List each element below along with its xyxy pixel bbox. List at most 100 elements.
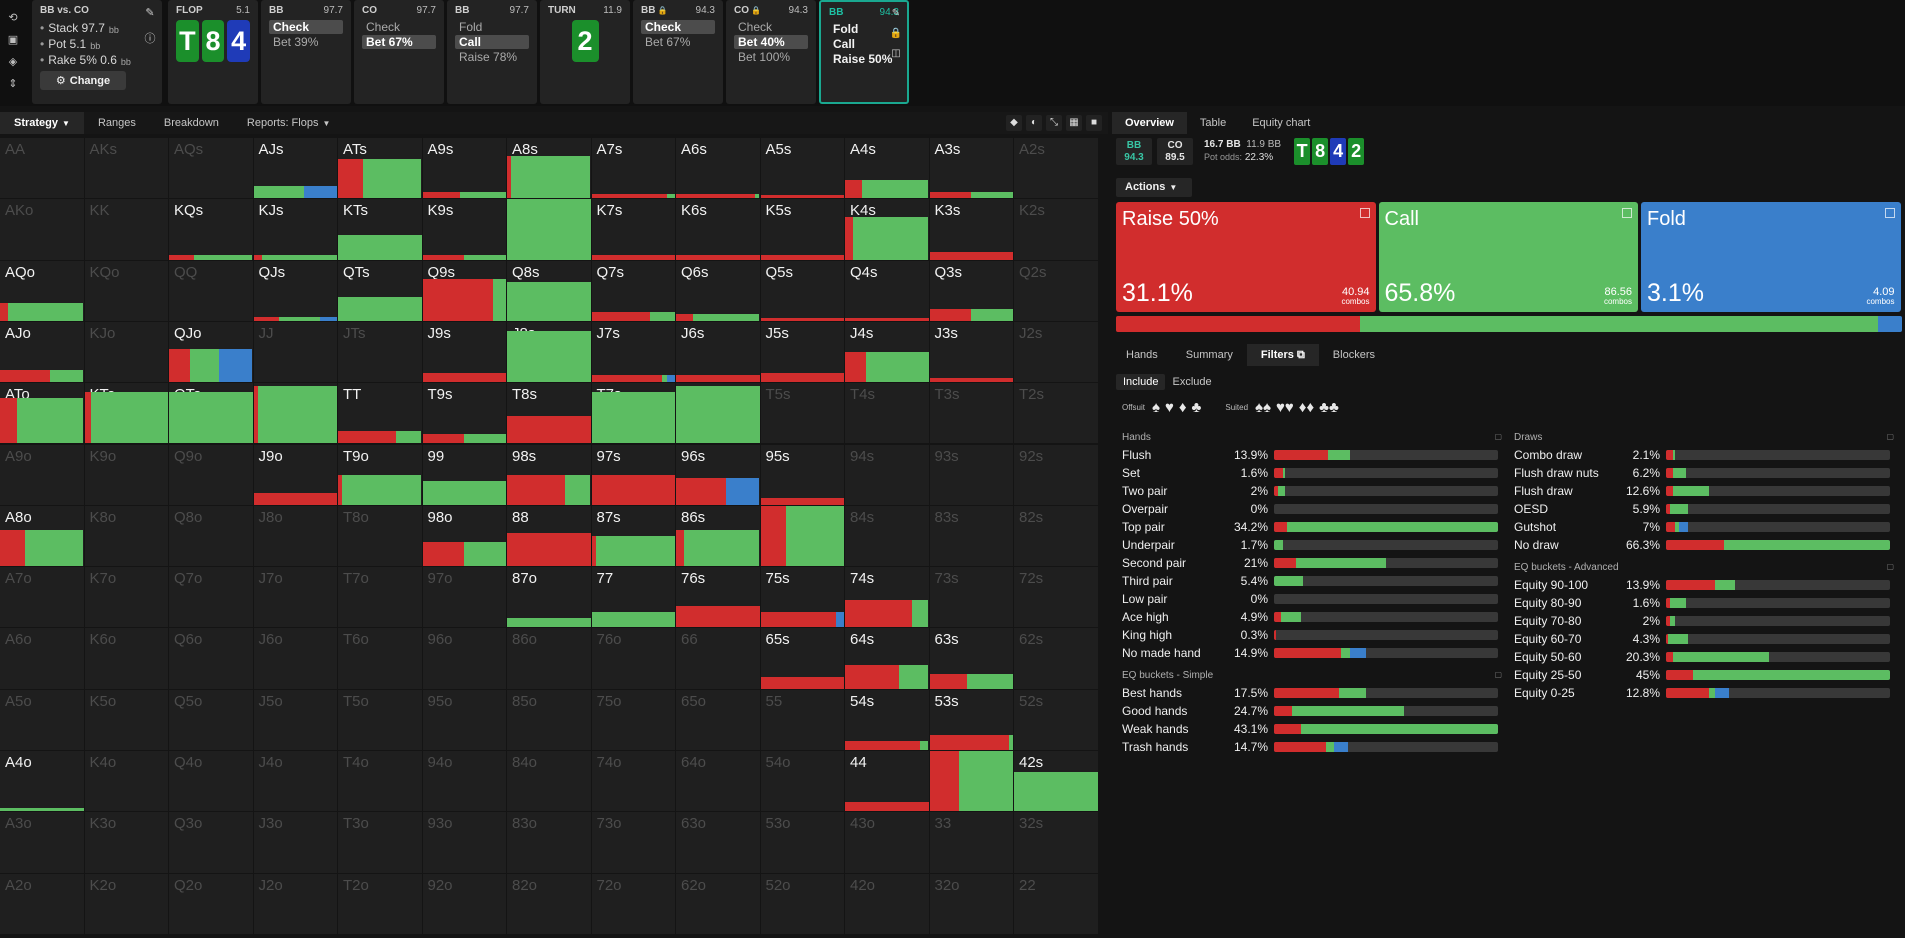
hand-cell-J9o[interactable]: J9o — [253, 444, 337, 505]
hand-cell-86o[interactable]: 86o — [507, 628, 591, 689]
hand-cell-Q2o[interactable]: Q2o — [169, 873, 253, 934]
hand-cell-Q7o[interactable]: Q7o — [169, 567, 253, 628]
hand-cell-64s[interactable]: 64s — [845, 628, 929, 689]
stat-row[interactable]: Flush 13.9% — [1122, 446, 1502, 464]
stat-row[interactable]: Good hands 24.7% — [1122, 702, 1502, 720]
tab-strategy[interactable]: Strategy ▼ — [0, 112, 84, 134]
hand-cell-64o[interactable]: 64o — [676, 751, 760, 812]
offsuit-diamond-icon[interactable]: ♦ — [1178, 399, 1187, 416]
hand-cell-T9o[interactable]: T9o — [338, 444, 422, 505]
offsuit-heart-icon[interactable]: ♥ — [1164, 399, 1174, 416]
action-option[interactable]: Check — [366, 20, 401, 34]
hand-cell-43s[interactable]: 43s — [929, 751, 1013, 812]
hand-cell-A4s[interactable]: A4s — [845, 138, 929, 199]
hand-cell-42o[interactable]: 42o — [845, 873, 929, 934]
stat-row[interactable]: Overpair 0% — [1122, 500, 1502, 518]
hand-cell-T4o[interactable]: T4o — [338, 751, 422, 812]
tab-breakdown[interactable]: Breakdown — [163, 117, 219, 129]
hand-cell-K7o[interactable]: K7o — [84, 567, 168, 628]
action-card-6[interactable]: CO 🔒 94.3 Check Bet 40% Bet 100% — [726, 0, 816, 104]
hand-cell-KTs[interactable]: KTs — [338, 199, 422, 260]
hand-cell-93o[interactable]: 93o — [422, 812, 506, 873]
hand-cell-AJs[interactable]: AJs — [253, 138, 337, 199]
hand-cell-33[interactable]: 33 — [929, 812, 1013, 873]
hand-cell-K4s[interactable]: K4s — [845, 199, 929, 260]
hand-cell-J6s[interactable]: J6s — [676, 321, 760, 383]
stat-row[interactable]: Ace high 4.9% — [1122, 608, 1502, 626]
action-card-raise-50-[interactable]: Raise 50% 31.1% 40.94 combos — [1116, 202, 1376, 312]
hand-cell-A8o[interactable]: A8o — [0, 505, 84, 567]
info-icon[interactable]: ⓘ — [144, 33, 156, 45]
stat-row[interactable]: OESD 5.9% — [1514, 500, 1894, 518]
action-option[interactable]: Bet 67% — [362, 35, 436, 49]
save-icon[interactable]: ▣ — [7, 33, 19, 46]
hand-cell-A5s[interactable]: A5s — [760, 138, 844, 199]
hand-cell-K3o[interactable]: K3o — [84, 812, 168, 873]
hand-cell-82s[interactable]: 82s — [1014, 505, 1098, 567]
expand-icon[interactable] — [1622, 208, 1632, 218]
hand-cell-TT[interactable]: TT — [338, 383, 422, 444]
hand-cell-T8s[interactable]: T8s — [507, 383, 591, 444]
hand-cell-AQs[interactable]: AQs — [169, 138, 253, 199]
hand-cell-J4s[interactable]: J4s — [845, 321, 929, 383]
action-option[interactable]: Raise 50% — [833, 52, 893, 66]
board-card-0[interactable]: FLOP 5.1 T 8 4 — [168, 0, 258, 104]
hand-cell-JJ[interactable]: JJ — [253, 321, 337, 383]
hand-cell-66[interactable]: 66 — [676, 628, 760, 689]
panel-toggle-icon[interactable]: ▢ — [1494, 432, 1502, 441]
lock-icon[interactable]: 🔒 — [889, 28, 903, 39]
tab-overview[interactable]: Overview — [1112, 112, 1187, 134]
stat-row[interactable]: Equity 80-90 1.6% — [1514, 594, 1894, 612]
hand-cell-83o[interactable]: 83o — [507, 812, 591, 873]
panel-toggle-icon[interactable]: ▢ — [1886, 432, 1894, 441]
stat-row[interactable]: Equity 25-50 45% — [1514, 666, 1894, 684]
hand-cell-76o[interactable]: 76o — [591, 628, 675, 689]
hand-cell-K7s[interactable]: K7s — [591, 199, 675, 260]
suited-diamond-icon[interactable]: ♦♦ — [1298, 399, 1315, 416]
hand-cell-97s[interactable]: 97s — [591, 444, 675, 505]
hand-cell-J2o[interactable]: J2o — [253, 873, 337, 934]
hand-cell-QJo[interactable]: QJo — [169, 321, 253, 383]
hand-cell-T7o[interactable]: T7o — [338, 567, 422, 628]
stat-row[interactable]: Equity 60-70 4.3% — [1514, 630, 1894, 648]
hand-cell-63s[interactable]: 63s — [929, 628, 1013, 689]
hand-cell-KJo[interactable]: KJo — [84, 321, 168, 383]
hand-cell-A6o[interactable]: A6o — [0, 628, 84, 689]
stat-row[interactable]: Equity 90-100 13.9% — [1514, 576, 1894, 594]
hand-cell-T6s[interactable]: T6s — [676, 383, 760, 444]
action-card-7[interactable]: BB 94.3 Fold Call Raise 50% ✎ 🔒 ◫ — [819, 0, 909, 104]
gamepad-icon[interactable]: ◈ — [8, 55, 18, 68]
hand-cell-A9o[interactable]: A9o — [0, 444, 84, 505]
stat-row[interactable]: No made hand 14.9% — [1122, 644, 1502, 662]
hand-cell-Q4o[interactable]: Q4o — [169, 751, 253, 812]
hand-cell-Q6s[interactable]: Q6s — [676, 260, 760, 321]
hand-cell-T2o[interactable]: T2o — [338, 873, 422, 934]
suited-heart-icon[interactable]: ♥♥ — [1275, 399, 1294, 416]
hand-cell-63o[interactable]: 63o — [676, 812, 760, 873]
hand-cell-T5o[interactable]: T5o — [338, 689, 422, 750]
action-option[interactable]: Fold — [459, 20, 483, 34]
hand-cell-A8s[interactable]: A8s — [507, 138, 591, 199]
tab-filters[interactable]: Filters ⧉ — [1246, 344, 1319, 366]
hand-cell-T7s[interactable]: T7s — [591, 383, 675, 444]
tab-reports[interactable]: Reports: Flops ▼ — [246, 117, 331, 129]
exclude-button[interactable]: Exclude — [1172, 376, 1212, 388]
hand-cell-65o[interactable]: 65o — [676, 689, 760, 750]
hand-cell-J4o[interactable]: J4o — [253, 751, 337, 812]
offsuit-spade-icon[interactable]: ♠ — [1151, 399, 1160, 416]
hand-cell-J5s[interactable]: J5s — [760, 321, 844, 383]
hand-cell-43o[interactable]: 43o — [845, 812, 929, 873]
hand-cell-J5o[interactable]: J5o — [253, 689, 337, 750]
action-option[interactable]: Bet 67% — [645, 35, 691, 49]
stat-row[interactable]: Gutshot 7% — [1514, 518, 1894, 536]
square-view-icon[interactable]: ■ — [1086, 115, 1102, 131]
hand-cell-93s[interactable]: 93s — [929, 444, 1013, 505]
tab-table[interactable]: Table — [1199, 117, 1227, 129]
hand-cell-Q5o[interactable]: Q5o — [169, 689, 253, 750]
stat-row[interactable]: Low pair 0% — [1122, 590, 1502, 608]
hand-cell-87o[interactable]: 87o — [507, 567, 591, 628]
hand-cell-86s[interactable]: 86s — [676, 505, 760, 567]
stat-row[interactable]: Weak hands 43.1% — [1122, 720, 1502, 738]
grid-view-icon[interactable]: ▦ — [1066, 115, 1082, 131]
hand-cell-A2s[interactable]: A2s — [1014, 138, 1098, 199]
